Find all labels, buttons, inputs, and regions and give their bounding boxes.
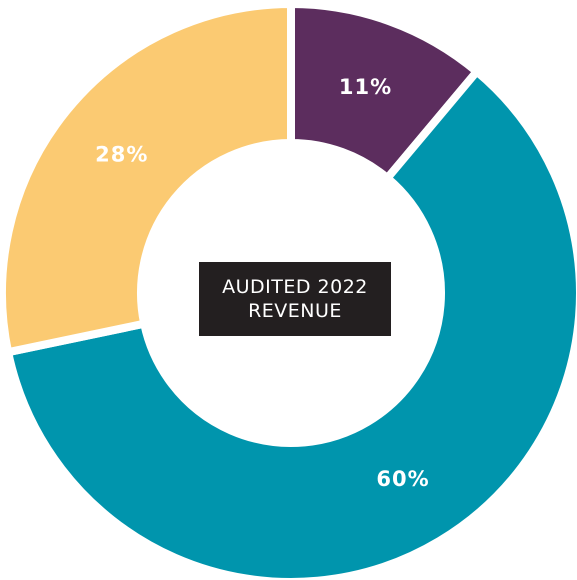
donut-segment	[3, 65, 577, 580]
value-label: 28%	[95, 143, 148, 167]
center-label: AUDITED 2022 REVENUE	[199, 262, 391, 336]
donut-segment	[0, 0, 295, 357]
value-label: 60%	[376, 467, 429, 491]
value-label: 11%	[339, 75, 392, 99]
